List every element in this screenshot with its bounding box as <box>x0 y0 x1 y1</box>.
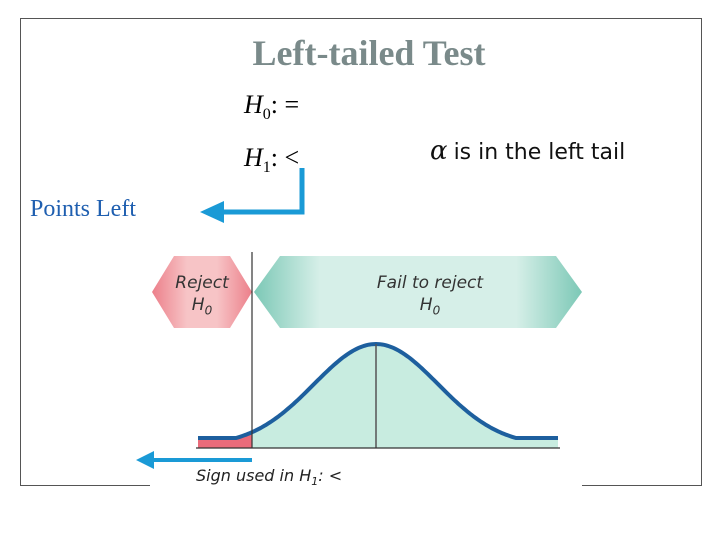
points-left-arrow <box>200 168 305 223</box>
points-left-label: Points Left <box>30 196 136 222</box>
fail-to-reject-label: Fail to reject H0 <box>350 272 510 321</box>
alpha-symbol: α <box>430 136 448 166</box>
fail-line1: Fail to reject <box>376 273 484 293</box>
reject-region-arrow <box>152 256 252 328</box>
h1-relation: : < <box>270 143 300 172</box>
fail-h-subscript: 0 <box>432 303 441 318</box>
sign-caption: Sign used in H1: < <box>196 466 342 488</box>
h0-symbol: H <box>244 90 263 119</box>
reject-line1: Reject <box>175 273 229 293</box>
page-title: Left-tailed Test <box>252 33 486 73</box>
fail-h-symbol: H <box>419 295 433 315</box>
normal-curve <box>198 341 558 448</box>
fail-to-reject-region-arrow <box>254 256 582 328</box>
null-hypothesis: H0: = <box>244 90 299 124</box>
h0-relation: : = <box>270 90 300 119</box>
sign-caption-subscript: 1 <box>311 475 319 489</box>
alpha-note: α is in the left tail <box>430 136 625 166</box>
h1-subscript: 1 <box>262 159 271 176</box>
alpha-note-text: is in the left tail <box>453 140 626 165</box>
reject-h-symbol: H <box>191 295 205 315</box>
sign-caption-relation: : < <box>318 466 343 485</box>
reject-h-subscript: 0 <box>204 303 213 318</box>
sign-arrow <box>136 451 252 469</box>
alternative-hypothesis: H1: < <box>244 143 299 177</box>
reject-region-label: Reject H0 <box>160 272 244 321</box>
sign-caption-text: Sign used in H <box>196 466 312 485</box>
h0-subscript: 0 <box>262 106 271 123</box>
h1-symbol: H <box>244 143 263 172</box>
